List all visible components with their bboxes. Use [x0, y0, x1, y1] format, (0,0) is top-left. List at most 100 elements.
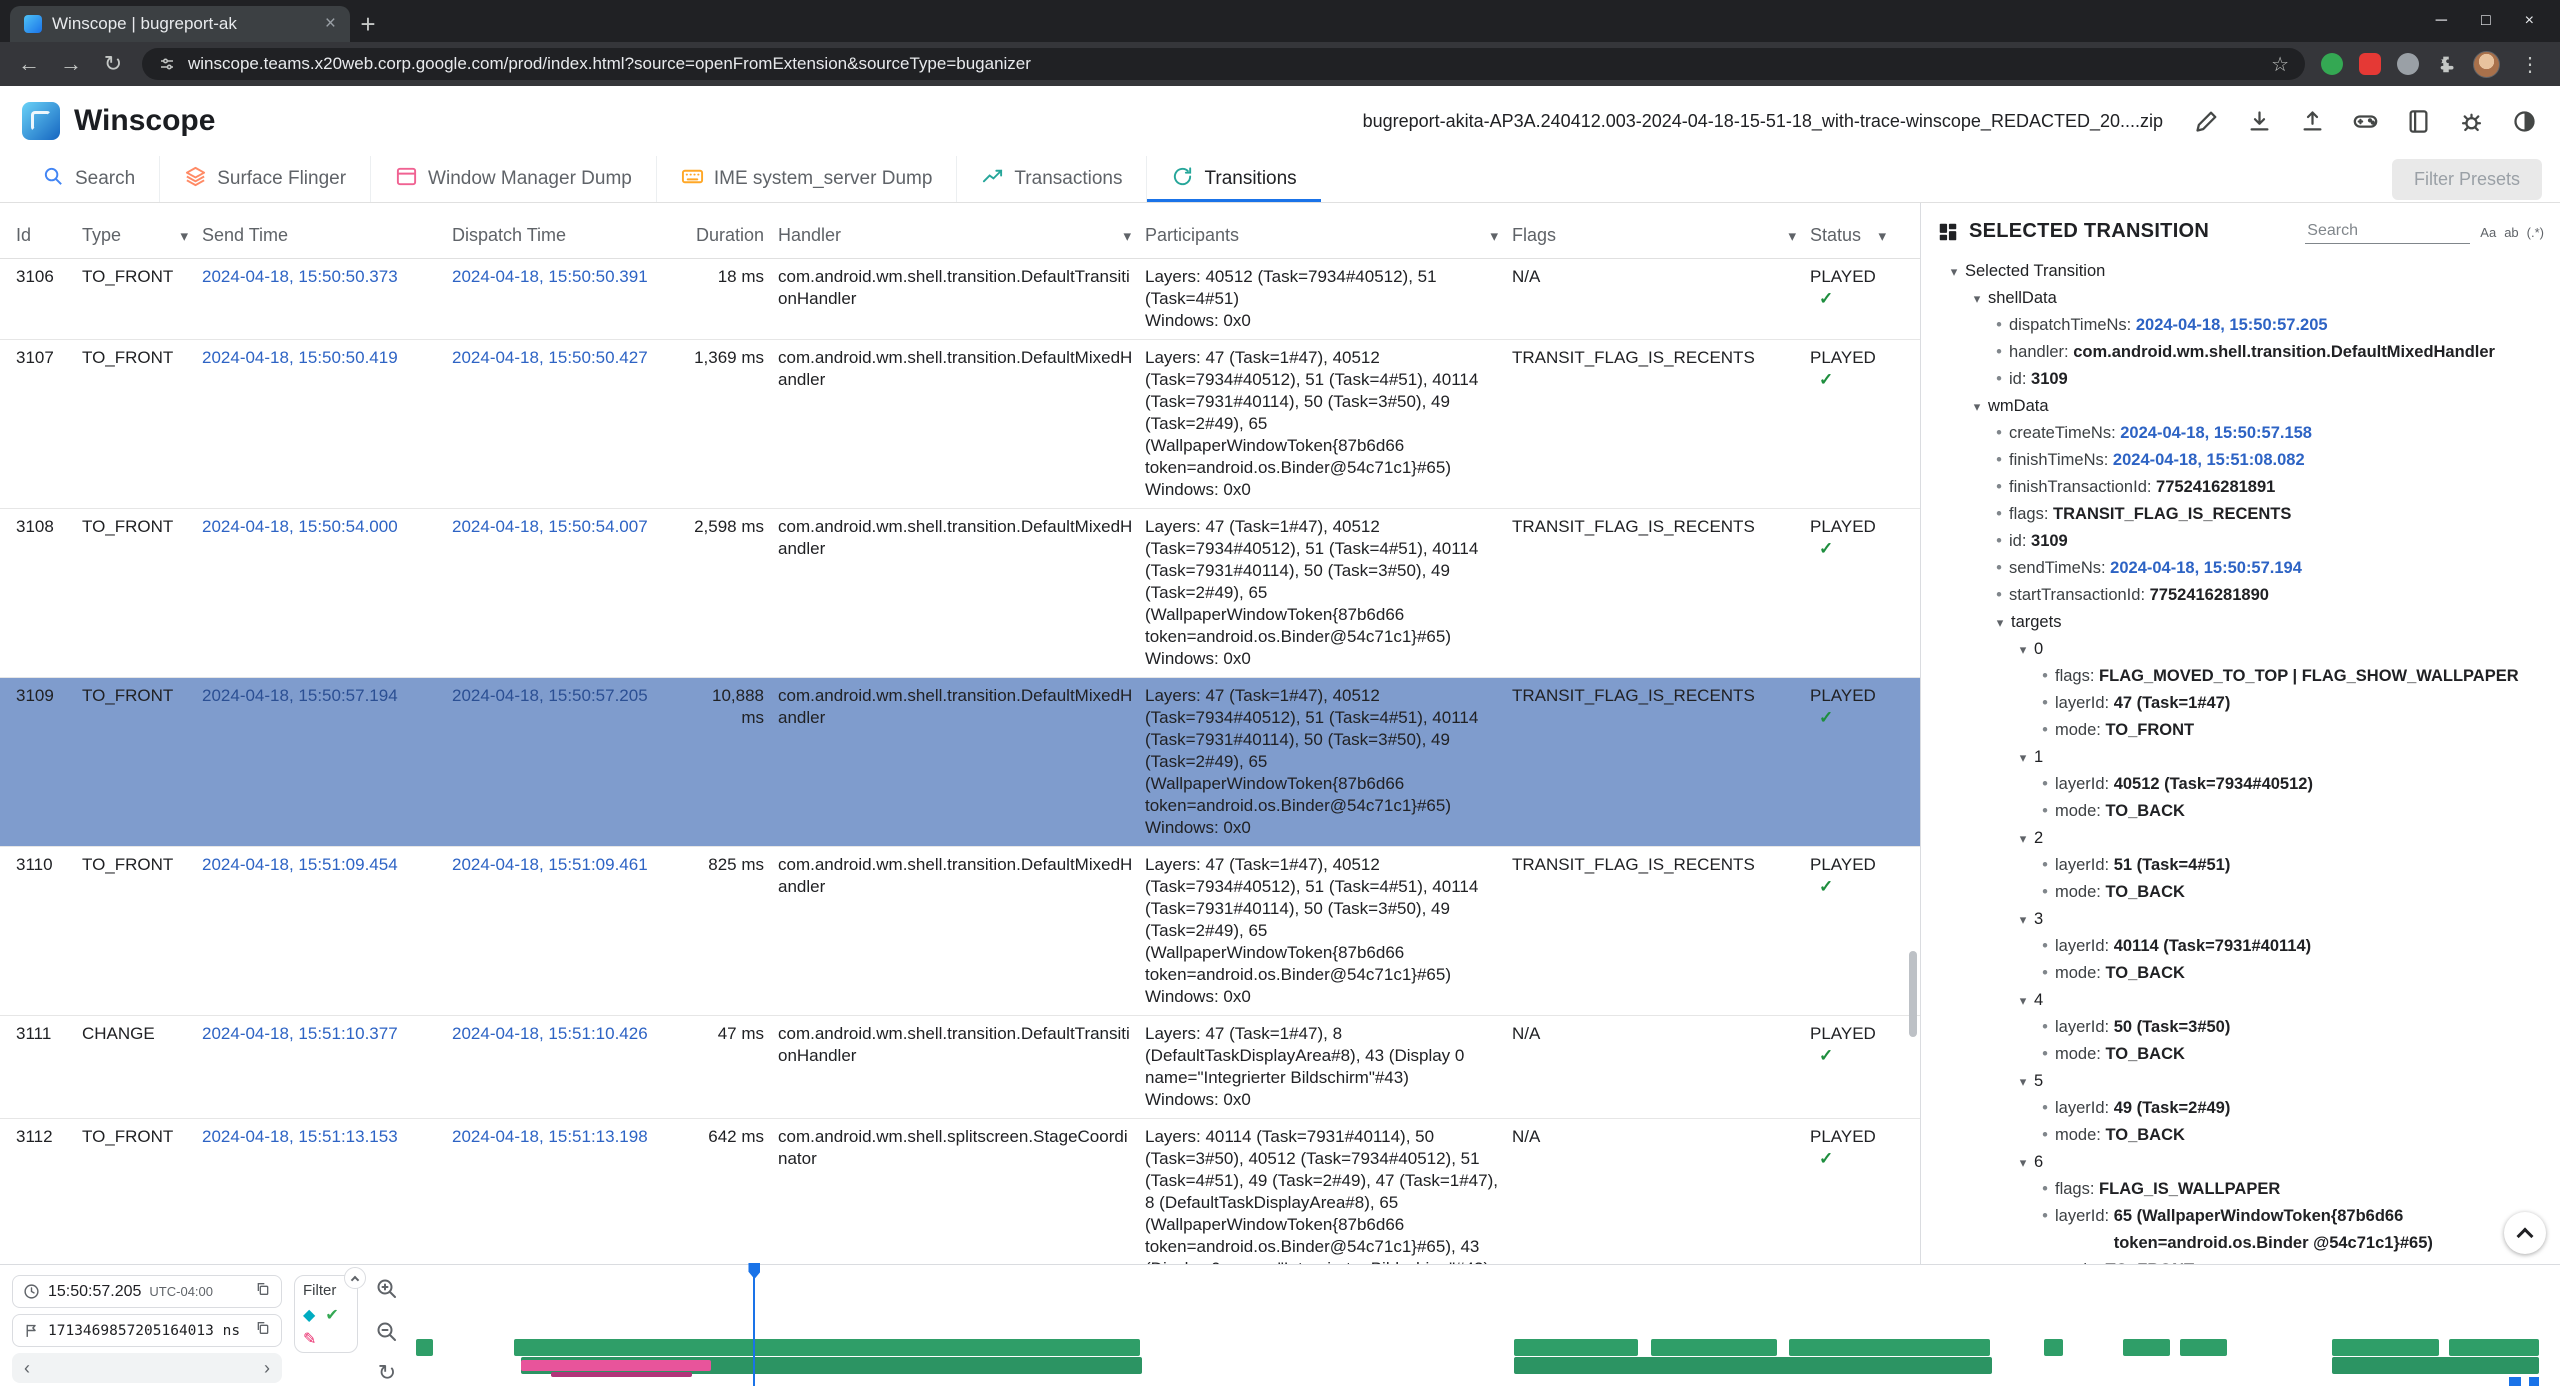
expand-arrow-icon[interactable]: ▾ [2019, 642, 2027, 657]
cell-dispatch-time[interactable]: 2024-04-18, 15:50:50.427 [452, 348, 648, 367]
table-row[interactable]: 3107 TO_FRONT 2024-04-18, 15:50:50.419 2024… [0, 340, 1920, 509]
zoom-reset-icon[interactable]: ↻ [377, 1360, 397, 1385]
timeline-segment[interactable] [1513, 1357, 1993, 1374]
cell-dispatch-time[interactable]: 2024-04-18, 15:50:54.007 [452, 517, 648, 536]
filter-dropdown-icon[interactable]: ▾ [180, 227, 188, 245]
filter-dropdown-icon[interactable]: ▾ [1123, 227, 1131, 245]
extension-icon-green[interactable] [2321, 53, 2343, 75]
timeline-segment[interactable] [2331, 1357, 2540, 1374]
shortcuts-icon[interactable] [2352, 108, 2379, 135]
timeline-segment[interactable] [2180, 1339, 2228, 1356]
column-header-handler[interactable]: Handler ▾ [778, 225, 1145, 246]
column-header-flags[interactable]: Flags ▾ [1512, 225, 1810, 246]
browser-tab[interactable]: Winscope | bugreport-ak × [10, 6, 350, 42]
scroll-left-icon[interactable]: ‹ [24, 1357, 30, 1378]
filter-dropdown-icon[interactable]: ▾ [1788, 227, 1796, 245]
table-row[interactable]: 3110 TO_FRONT 2024-04-18, 15:51:09.454 2024… [0, 847, 1920, 1016]
column-header-status[interactable]: Status ▾ [1810, 225, 1900, 246]
tab-transitions[interactable]: Transitions [1147, 156, 1320, 202]
cell-send-time[interactable]: 2024-04-18, 15:51:10.377 [202, 1024, 398, 1043]
property-value[interactable]: 2024-04-18, 15:50:57.158 [2120, 424, 2312, 442]
collapse-panel-button[interactable] [2504, 1212, 2546, 1254]
dark-mode-icon[interactable] [2511, 108, 2538, 135]
tree-group-node[interactable]: ▾ 0 [1937, 636, 2550, 663]
property-value[interactable]: 2024-04-18, 15:50:57.194 [2110, 559, 2302, 577]
zoom-in-icon[interactable] [375, 1277, 399, 1306]
extension-icon-gray[interactable] [2397, 53, 2419, 75]
filter-dropdown-icon[interactable]: ▾ [1878, 227, 1886, 245]
tree-group-node[interactable]: ▾ shellData [1937, 285, 2550, 312]
guide-icon[interactable] [2405, 108, 2432, 135]
tab-window-manager-dump[interactable]: Window Manager Dump [371, 156, 657, 202]
cell-send-time[interactable]: 2024-04-18, 15:50:50.419 [202, 348, 398, 367]
tree-group-node[interactable]: ▾ 6 [1937, 1149, 2550, 1176]
trace-icon-teal[interactable]: ◆ [303, 1307, 316, 1324]
tree-group-node[interactable]: ▾ 5 [1937, 1068, 2550, 1095]
tree-group-node[interactable]: ▾ 2 [1937, 825, 2550, 852]
timeline-scrollbar[interactable]: ‹ › [12, 1353, 282, 1383]
table-row[interactable]: 3106 TO_FRONT 2024-04-18, 15:50:50.373 2024… [0, 259, 1920, 340]
current-time-value[interactable]: 15:50:57.205 [48, 1282, 142, 1300]
cell-dispatch-time[interactable]: 2024-04-18, 15:50:57.205 [452, 686, 648, 705]
table-row[interactable]: 3109 TO_FRONT 2024-04-18, 15:50:57.194 2024… [0, 678, 1920, 847]
cell-send-time[interactable]: 2024-04-18, 15:51:13.153 [202, 1127, 398, 1146]
search-option-aa[interactable]: Aa [2480, 225, 2497, 240]
zoom-out-icon[interactable] [375, 1320, 399, 1349]
column-header-duration[interactable]: Duration [690, 225, 778, 246]
property-value[interactable]: 2024-04-18, 15:51:08.082 [2112, 451, 2305, 469]
tree-group-node[interactable]: ▾ Selected Transition [1937, 258, 2550, 285]
timeline-segment[interactable] [520, 1360, 711, 1371]
expand-arrow-icon[interactable]: ▾ [2019, 1155, 2027, 1170]
timeline-filter-chip[interactable]: Filter ◆ ✔ ✎ [294, 1267, 366, 1353]
timeline-segment[interactable] [1650, 1339, 1777, 1356]
timeline-segment[interactable] [514, 1339, 1141, 1356]
window-restore-icon[interactable]: □ [2480, 12, 2491, 29]
cell-send-time[interactable]: 2024-04-18, 15:50:50.373 [202, 267, 398, 286]
expand-arrow-icon[interactable]: ▾ [2019, 912, 2027, 927]
window-minimize-icon[interactable]: ─ [2435, 12, 2447, 29]
expand-arrow-icon[interactable]: ▾ [1950, 264, 1958, 279]
column-header-type[interactable]: Type ▾ [82, 225, 202, 246]
trace-icon-green[interactable]: ✔ [325, 1307, 339, 1324]
cell-dispatch-time[interactable]: 2024-04-18, 15:51:13.198 [452, 1127, 648, 1146]
tab-ime-system-server-dump[interactable]: IME system_server Dump [657, 156, 958, 202]
tab-surface-flinger[interactable]: Surface Flinger [160, 156, 372, 202]
cell-send-time[interactable]: 2024-04-18, 15:50:54.000 [202, 517, 398, 536]
timeline-canvas[interactable] [416, 1263, 2552, 1386]
reload-icon[interactable]: ↻ [103, 51, 123, 76]
tree-group-node[interactable]: ▾ targets [1937, 609, 2550, 636]
timeline-segment[interactable] [416, 1339, 434, 1356]
browser-menu-icon[interactable]: ⋮ [2520, 53, 2540, 76]
table-row[interactable]: 3111 CHANGE 2024-04-18, 15:51:10.377 2024-0… [0, 1016, 1920, 1119]
expand-arrow-icon[interactable]: ▾ [1973, 291, 1981, 306]
forward-icon[interactable]: → [60, 51, 82, 76]
timeline-cursor-handle[interactable] [748, 1263, 761, 1279]
search-input[interactable] [2305, 219, 2471, 244]
table-scrollbar[interactable] [1909, 951, 1917, 1037]
expand-arrow-icon[interactable]: ▾ [1973, 399, 1981, 414]
search-option-ab[interactable]: ab [2504, 225, 2519, 240]
bug-report-icon[interactable] [2458, 108, 2485, 135]
column-header-dispatch-time[interactable]: Dispatch Time [452, 225, 690, 246]
property-value[interactable]: 2024-04-18, 15:50:57.205 [2135, 316, 2328, 334]
new-tab-button[interactable]: + [360, 8, 376, 39]
timeline-segment[interactable] [2122, 1339, 2170, 1356]
window-close-icon[interactable]: × [2524, 12, 2534, 29]
cell-send-time[interactable]: 2024-04-18, 15:51:09.454 [202, 855, 398, 874]
tab-search[interactable]: Search [18, 156, 161, 202]
timeline-segment[interactable] [1789, 1339, 1991, 1356]
tree-group-node[interactable]: ▾ 4 [1937, 987, 2550, 1014]
table-row[interactable]: 3112 TO_FRONT 2024-04-18, 15:51:13.153 2024… [0, 1119, 1920, 1264]
expand-arrow-icon[interactable]: ▾ [1996, 615, 2004, 630]
extensions-puzzle-icon[interactable] [2435, 53, 2457, 75]
timeline-segment[interactable] [2043, 1339, 2063, 1356]
current-ns-value[interactable]: 1713469857205164013 ns [48, 1322, 241, 1339]
cell-send-time[interactable]: 2024-04-18, 15:50:57.194 [202, 686, 398, 705]
tree-group-node[interactable]: ▾ 3 [1937, 906, 2550, 933]
download-icon[interactable] [2246, 108, 2273, 135]
column-header-id[interactable]: Id [16, 225, 82, 246]
expand-arrow-icon[interactable]: ▾ [2019, 831, 2027, 846]
column-header-send-time[interactable]: Send Time [202, 225, 452, 246]
tab-transactions[interactable]: Transactions [957, 156, 1148, 202]
filter-dropdown-icon[interactable]: ▾ [1490, 227, 1498, 245]
